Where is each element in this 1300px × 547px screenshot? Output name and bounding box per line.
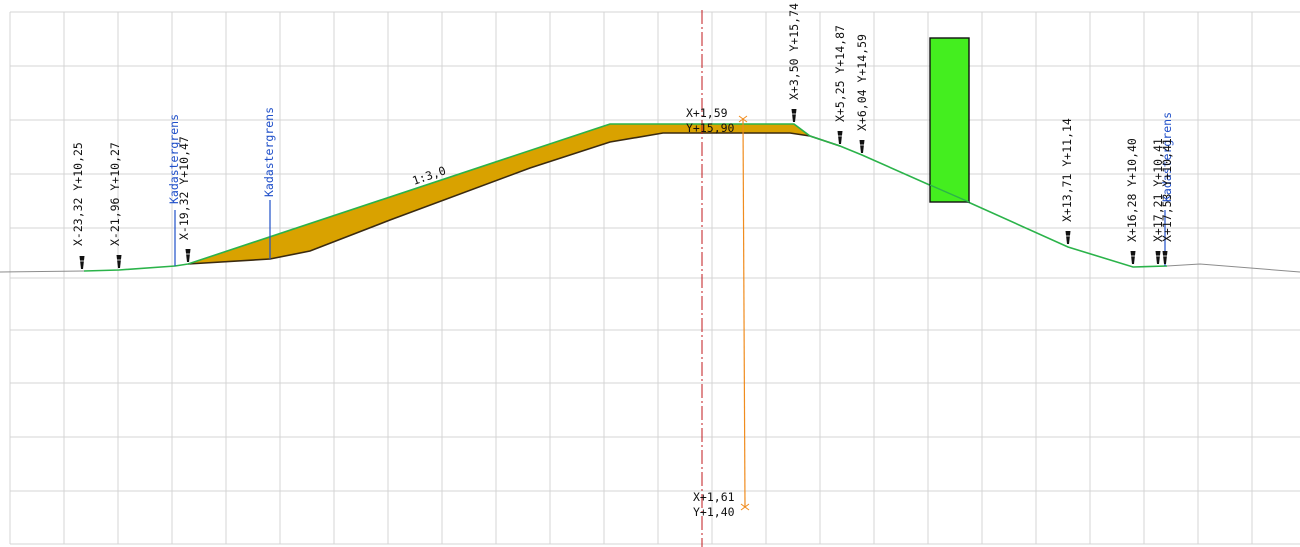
point-marker[interactable]: X-19,32 Y+10,47 — [177, 136, 191, 262]
measure-bottom-cross — [740, 503, 750, 511]
point-label: X+3,50 Y+15,74 — [787, 3, 801, 100]
grid — [9, 11, 1300, 545]
fill-area — [188, 124, 810, 264]
measure-bottom-x: X+1,61 — [693, 490, 735, 504]
point-marker[interactable]: X+17,21 Y+10,41 — [1151, 138, 1165, 264]
point-marker[interactable]: X+6,04 Y+14,59 — [855, 34, 869, 153]
point-marker[interactable]: X+13,71 Y+11,14 — [1060, 118, 1074, 244]
point-label: X+5,25 Y+14,87 — [833, 25, 847, 122]
point-marker-icon — [1130, 251, 1136, 264]
point-label: X+17,53 Y+10,41 — [1160, 138, 1174, 242]
cadastral-boundaries: Kadastergrens Kadastergrens Kadastergrens — [167, 107, 1174, 266]
measure-bottom-y: Y+1,40 — [693, 505, 735, 519]
cadastral-boundary[interactable]: Kadastergrens — [167, 114, 181, 266]
cadastral-boundary-label: Kadastergrens — [262, 107, 276, 197]
terrain-extension-left — [0, 270, 85, 273]
cadastral-boundary[interactable]: Kadastergrens — [262, 107, 276, 259]
point-marker-icon — [1155, 251, 1161, 264]
point-label: X-23,32 Y+10,25 — [71, 142, 85, 246]
point-marker-icon — [185, 249, 191, 262]
measure-top-y: Y+15,90 — [686, 121, 735, 135]
point-marker[interactable]: X+3,50 Y+15,74 — [787, 3, 801, 122]
point-marker[interactable]: X+5,25 Y+14,87 — [833, 25, 847, 144]
structure-base-line — [929, 184, 970, 203]
point-label: X-21,96 Y+10,27 — [108, 142, 122, 246]
point-markers: X-23,32 Y+10,25 X-21,96 Y+10,27 X-19,32 Y+… — [71, 3, 1174, 269]
point-marker-icon — [1065, 231, 1071, 244]
point-label: X+6,04 Y+14,59 — [855, 34, 869, 131]
point-marker[interactable]: X+16,28 Y+10,40 — [1125, 138, 1139, 264]
point-marker-icon — [859, 140, 865, 153]
structure-block[interactable] — [929, 37, 970, 203]
point-label: X-19,32 Y+10,47 — [177, 136, 191, 240]
measure-top-x: X+1,59 — [686, 106, 728, 120]
point-marker-icon — [116, 255, 122, 268]
cadastral-boundary-label: Kadastergrens — [1160, 112, 1174, 202]
point-marker[interactable]: X-21,96 Y+10,27 — [108, 142, 122, 268]
point-marker-icon — [1162, 251, 1168, 264]
height-measure-line — [742, 118, 746, 508]
point-label: X+17,21 Y+10,41 — [1151, 138, 1165, 242]
point-marker[interactable]: X-23,32 Y+10,25 — [71, 142, 85, 269]
point-marker[interactable]: X+17,53 Y+10,41 — [1160, 138, 1174, 264]
point-marker-icon — [79, 256, 85, 269]
point-label: X+16,28 Y+10,40 — [1125, 138, 1139, 242]
point-marker-icon — [791, 109, 797, 122]
terrain-extension-right — [1166, 263, 1300, 273]
point-marker-icon — [837, 131, 843, 144]
subsurface-line — [187, 132, 841, 265]
point-label: X+13,71 Y+11,14 — [1060, 118, 1074, 222]
measure-top-cross — [738, 115, 748, 123]
cadastral-boundary-label: Kadastergrens — [167, 114, 181, 204]
